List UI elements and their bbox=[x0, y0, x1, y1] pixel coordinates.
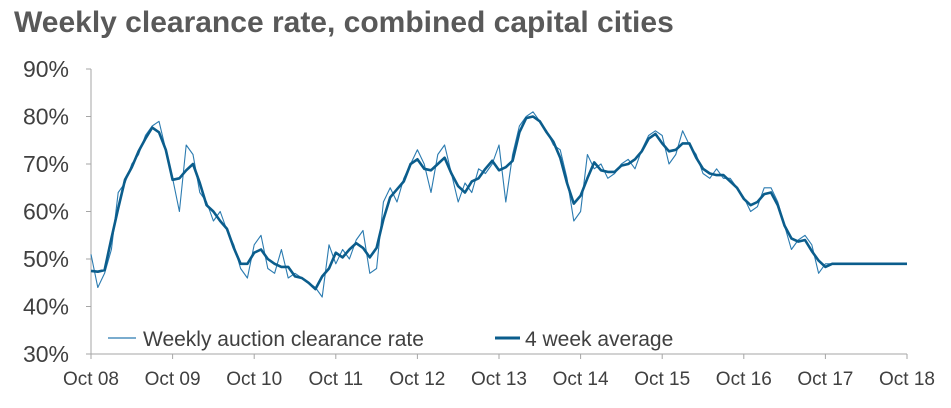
y-tick-label: 60% bbox=[23, 199, 69, 225]
x-tick-label: Oct 15 bbox=[634, 369, 690, 390]
y-tick-label: 80% bbox=[23, 104, 69, 130]
x-tick-label: Oct 18 bbox=[879, 369, 935, 390]
y-tick-label: 90% bbox=[23, 56, 69, 82]
x-tick-label: Oct 17 bbox=[797, 369, 853, 390]
x-tick-label: Oct 08 bbox=[63, 369, 119, 390]
y-tick-label: 40% bbox=[23, 294, 69, 320]
y-axis: 30% 40% 50% 60% 70% 80% 90% bbox=[23, 56, 92, 367]
y-tick-label: 70% bbox=[23, 151, 69, 177]
x-tick-label: Oct 13 bbox=[471, 369, 527, 390]
series-weekly-clearance-line bbox=[90, 111, 907, 298]
series-layer bbox=[90, 111, 907, 298]
legend: Weekly auction clearance rate 4 week ave… bbox=[108, 328, 673, 351]
series-four-week-average-line bbox=[90, 115, 907, 291]
x-tick-label: Oct 11 bbox=[309, 369, 364, 390]
x-tick-label: Oct 16 bbox=[716, 369, 772, 390]
chart-title: Weekly clearance rate, combined capital … bbox=[14, 6, 674, 39]
legend-weekly-label: Weekly auction clearance rate bbox=[143, 328, 424, 351]
y-tick-label: 50% bbox=[23, 246, 69, 272]
x-tick-label: Oct 12 bbox=[389, 369, 445, 390]
x-tick-label: Oct 10 bbox=[226, 369, 282, 390]
legend-average-label: 4 week average bbox=[525, 328, 673, 351]
x-tick-label: Oct 14 bbox=[553, 369, 609, 390]
x-tick-label: Oct 09 bbox=[145, 369, 201, 390]
y-tick-label: 30% bbox=[23, 341, 69, 367]
x-axis: Oct 08 Oct 09 Oct 10 Oct 11 Oct 12 Oct 13 Oct … bbox=[63, 353, 935, 390]
